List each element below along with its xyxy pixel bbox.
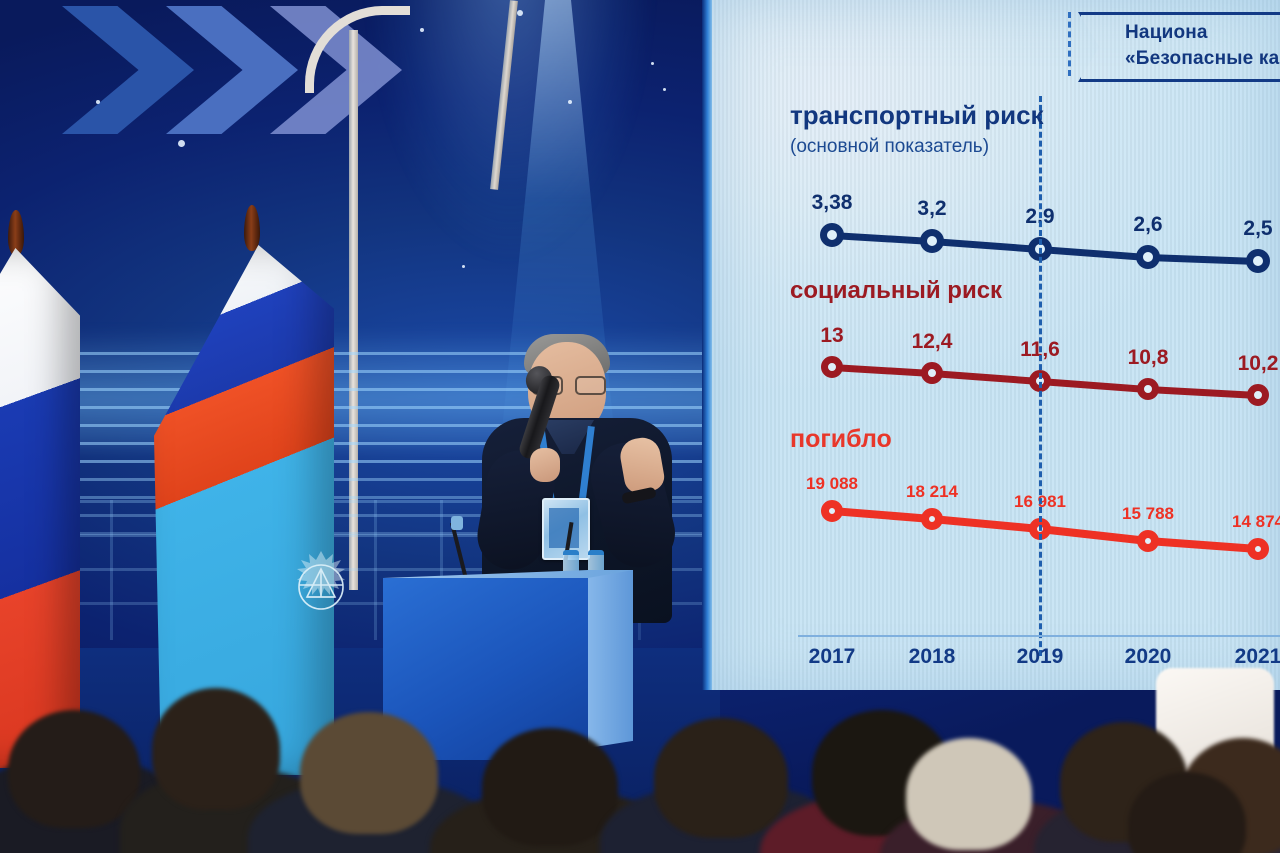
speaker-hand-holding-mic [530, 448, 560, 482]
chart-data-label: 15 788 [1122, 504, 1174, 523]
chart-data-label: 19 088 [806, 474, 858, 493]
x-axis-tick-label: 2020 [1124, 645, 1172, 668]
speaker-person [470, 330, 685, 623]
chart-data-label: 14 874 [1232, 512, 1280, 531]
chart-data-label: 2,6 [1133, 213, 1163, 236]
star-dot [96, 100, 100, 104]
chart-data-point [1247, 538, 1269, 560]
series-title-social-risk: социальный риск [790, 277, 1003, 304]
bridge-railing [0, 352, 720, 652]
series-subtitle-transport-risk: (основной показатель) [790, 136, 990, 157]
audience-foreground [0, 660, 1280, 853]
chart-data-point [921, 362, 943, 384]
x-axis-tick-label: 2018 [908, 645, 956, 668]
series-title-fatalities: погибло [790, 425, 892, 453]
star-dot [651, 62, 654, 65]
chart-data-label: 10,2 [1237, 352, 1279, 375]
star-dot [178, 140, 185, 147]
chart-data-point [1247, 384, 1269, 406]
flag-russia-cloth [0, 248, 80, 768]
chart-line-segment [1147, 253, 1259, 265]
chart-data-label: 3,2 [917, 197, 947, 220]
lamp-post [349, 30, 358, 590]
chart-line-segment [1039, 245, 1149, 261]
chart-data-label: 13 [820, 324, 844, 347]
road-safety-line-chart: 3,38 3,2 2,9 2,6 2,5 13 12,4 11,6 10,8 10,2 19 088… [712, 0, 1280, 690]
chart-line-segment [1039, 377, 1149, 393]
chart-line-segment [831, 363, 933, 377]
star-dot [663, 88, 666, 91]
series-title-transport-risk: транспортный риск [790, 100, 1044, 130]
chart-data-label: 10,8 [1127, 346, 1169, 369]
chart-data-label: 3,38 [811, 191, 853, 214]
chart-line-segment [831, 231, 933, 245]
screen-bezel [702, 0, 714, 690]
flag-finial-icon [8, 210, 24, 256]
star-dot [420, 28, 424, 32]
x-axis-tick-label: 2021 [1234, 645, 1280, 668]
presentation-screen: 3,38 3,2 2,9 2,6 2,5 13 12,4 11,6 10,8 10,2 19 088… [712, 0, 1280, 690]
podium [383, 516, 633, 760]
ribbon-line-1: Национа [1125, 22, 1208, 43]
chart-data-point [821, 356, 843, 378]
chart-data-point [1137, 530, 1159, 552]
star-dot [568, 100, 572, 104]
chart-line-segment [1147, 537, 1259, 553]
x-axis-tick-label: 2017 [808, 645, 856, 668]
podium-side-panel [588, 570, 633, 748]
star-dot [517, 10, 523, 16]
chart-line-segment [1147, 385, 1259, 399]
chart-x-axis [798, 635, 1280, 637]
chart-data-label: 12,4 [911, 330, 953, 353]
chart-data-point [1136, 245, 1160, 269]
chart-line-segment [831, 507, 933, 523]
chart-data-point [920, 229, 944, 253]
x-axis-tick-label: 2019 [1016, 645, 1064, 668]
chart-line-segment [1039, 525, 1149, 545]
mintrans-emblem-icon [297, 551, 345, 610]
chart-data-point [921, 508, 943, 530]
chart-line-segment [931, 369, 1041, 385]
chart-data-point [820, 223, 844, 247]
flag-finial-icon [244, 205, 260, 251]
chart-data-label: 18 214 [906, 482, 958, 501]
divider-dashed-line-2019 [1039, 96, 1042, 656]
chart-data-point [821, 500, 843, 522]
chart-line-segment [931, 515, 1041, 533]
flag-russia [0, 210, 120, 770]
podium-microphone-head [451, 516, 463, 530]
chart-line-segment [931, 237, 1041, 253]
star-dot [462, 265, 465, 268]
ribbon-dashed-edge [1068, 12, 1071, 76]
slide-title-ribbon: Национа «Безопасные ка [1078, 12, 1280, 82]
chart-data-label: 2,5 [1243, 217, 1273, 240]
chart-data-point [1137, 378, 1159, 400]
chart-data-point [1246, 249, 1270, 273]
ribbon-line-2: «Безопасные ка [1125, 48, 1280, 69]
